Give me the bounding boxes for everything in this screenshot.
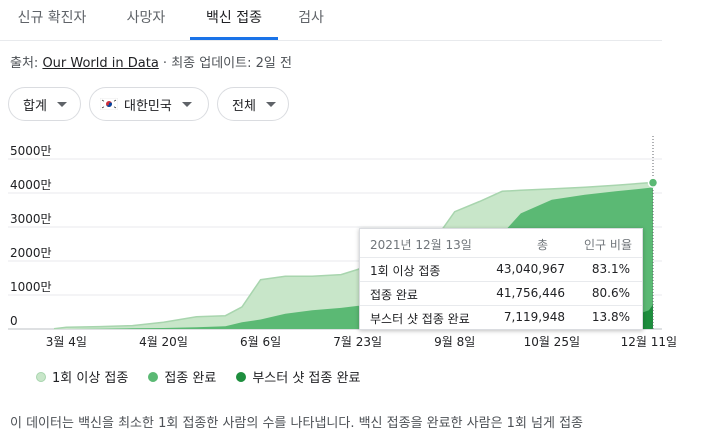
tab-vaccinations[interactable]: 백신 접종	[190, 0, 278, 40]
y-tick-label: 4000만	[10, 178, 52, 192]
x-tick-label: 3월 4일	[46, 335, 87, 349]
x-tick-label: 4월 20일	[139, 335, 188, 349]
legend-item-fully[interactable]: 접종 완료	[148, 367, 216, 386]
tooltip-row-label: 접종 완료	[370, 288, 418, 302]
source-prefix: 출처:	[10, 56, 43, 71]
south-korea-flag-icon	[100, 98, 118, 110]
legend-item-booster[interactable]: 부스터 샷 접종 완료	[236, 367, 360, 386]
x-tick-label: 12월 11일	[621, 335, 677, 349]
tooltip-row: 1회 이상 접종 43,040,967 83.1%	[360, 257, 642, 282]
source-line: 출처: Our World in Data · 최종 업데이트: 2일 전	[10, 52, 292, 71]
legend-dot-icon	[36, 371, 46, 382]
y-tick-label: 1000만	[10, 280, 52, 294]
tooltip-date: 2021년 12월 13일	[370, 238, 472, 252]
range-dropdown[interactable]: 전체	[217, 87, 289, 121]
x-tick-label: 7월 23일	[333, 335, 382, 349]
tooltip-row-total: 43,040,967	[496, 262, 565, 276]
metric-dropdown[interactable]: 합계	[8, 87, 81, 121]
chart-legend: 1회 이상 접종 접종 완료 부스터 샷 접종 완료	[36, 367, 380, 386]
tooltip-row-total: 41,756,446	[496, 286, 565, 300]
legend-label: 부스터 샷 접종 완료	[252, 371, 361, 386]
tooltip-row-pct: 83.1%	[591, 262, 630, 276]
tab-bar: 신규 확진자 사망자 백신 접종 검사	[0, 0, 662, 41]
tab-deaths[interactable]: 사망자	[126, 10, 166, 26]
tab-testing[interactable]: 검사	[298, 10, 324, 26]
tooltip-col-pct: 인구 비율	[584, 238, 632, 252]
tooltip-row-pct: 13.8%	[591, 310, 630, 324]
y-axis-ticks: 0 1000만 2000만 3000만 4000만 5000만	[10, 144, 52, 328]
tooltip-col-total: 총	[537, 238, 549, 252]
caret-down-icon	[265, 101, 276, 107]
tooltip-row: 부스터 샷 접종 완료 7,119,948 13.8%	[360, 305, 642, 330]
country-dropdown-label: 대한민국	[124, 98, 172, 114]
line-at-least-one-dose	[53, 181, 654, 330]
tooltip-row-label: 1회 이상 접종	[370, 264, 441, 278]
source-link[interactable]: Our World in Data	[42, 56, 159, 71]
metric-dropdown-label: 합계	[23, 98, 47, 114]
data-note: 이 데이터는 백신을 최소한 1회 접종한 사람의 수를 나타냅니다. 백신 접…	[10, 416, 584, 431]
hover-point	[647, 177, 659, 188]
legend-item-at-least-one[interactable]: 1회 이상 접종	[36, 367, 128, 386]
x-tick-label: 6월 6일	[240, 335, 281, 349]
tab-new-cases[interactable]: 신규 확진자	[17, 10, 87, 26]
last-updated: · 최종 업데이트: 2일 전	[158, 56, 292, 71]
y-tick-label: 0	[10, 314, 18, 328]
y-tick-label: 5000만	[10, 144, 52, 158]
legend-label: 접종 완료	[164, 371, 217, 386]
tooltip-row-total: 7,119,948	[503, 310, 565, 324]
legend-dot-icon	[236, 371, 247, 382]
tooltip-row: 접종 완료 41,756,446 80.6%	[360, 281, 642, 306]
x-tick-label: 10월 25일	[524, 335, 580, 349]
tooltip-row-label: 부스터 샷 접종 완료	[370, 312, 470, 326]
caret-down-icon	[56, 101, 67, 107]
country-dropdown[interactable]: 대한민국	[89, 87, 209, 121]
x-tick-label: 9월 8일	[434, 335, 475, 349]
caret-down-icon	[181, 101, 192, 107]
range-dropdown-label: 전체	[232, 98, 256, 114]
tooltip-row-pct: 80.6%	[591, 286, 630, 300]
y-tick-label: 3000만	[10, 212, 52, 226]
y-tick-label: 2000만	[10, 246, 52, 260]
legend-dot-icon	[148, 371, 159, 382]
x-axis-ticks: 3월 4일 4월 20일 6월 6일 7월 23일 9월 8일 10월 25일 12월 11…	[46, 335, 677, 349]
tooltip-header: 2021년 12월 13일 총 인구 비율	[370, 236, 632, 252]
legend-label: 1회 이상 접종	[52, 371, 129, 386]
chart-tooltip: 2021년 12월 13일 총 인구 비율 1회 이상 접종 43,040,96…	[359, 228, 643, 330]
